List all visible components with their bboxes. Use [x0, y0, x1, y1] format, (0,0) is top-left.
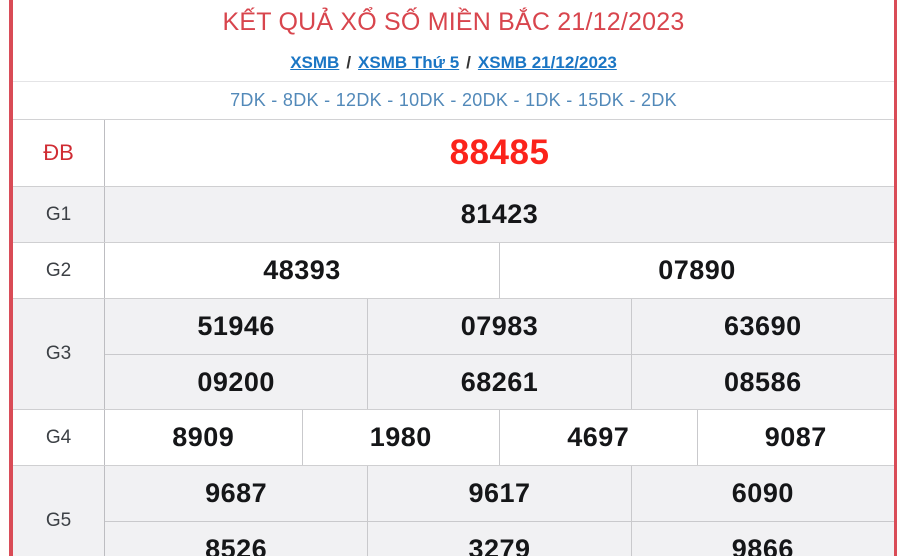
prize-subrow: 09200 68261 08586 [105, 354, 894, 409]
prize-number: 48393 [263, 255, 341, 285]
breadcrumb-separator: / [466, 52, 471, 72]
prize-label-g5: G5 [13, 466, 105, 556]
prize-values-g5: 9687 9617 6090 8526 3279 9866 [105, 466, 894, 556]
prize-subrow: 51946 07983 63690 [105, 299, 894, 354]
prize-subrow: 48393 07890 [105, 243, 894, 298]
prize-number: 07890 [499, 243, 894, 298]
prize-values-g1: 81423 [105, 187, 894, 242]
prize-label-g2: G2 [13, 243, 105, 298]
prize-row-db: ĐB 88485 [13, 120, 894, 187]
prize-label-db: ĐB [13, 120, 105, 186]
prize-label-g1: G1 [13, 187, 105, 242]
prize-number: 9617 [367, 466, 630, 521]
prize-number: 6090 [630, 466, 894, 521]
prize-number: 9687 [205, 478, 268, 508]
page-title: KẾT QUẢ XỔ SỐ MIỀN BẮC 21/12/2023 [222, 7, 685, 36]
prize-row-g3: G3 51946 07983 63690 09200 68261 08586 [13, 299, 894, 410]
prize-number: 81423 [460, 199, 539, 229]
prize-subrow: 88485 [105, 120, 894, 186]
prize-values-g2: 48393 07890 [105, 243, 894, 298]
breadcrumb-link-xsmb-date[interactable]: XSMB 21/12/2023 [477, 52, 617, 72]
prize-label-g3: G3 [13, 299, 105, 409]
prize-row-g2: G2 48393 07890 [13, 243, 894, 299]
prize-number: 08586 [630, 355, 894, 409]
prize-subrow: 8526 3279 9866 [105, 521, 894, 556]
prize-number: 9087 [696, 410, 895, 465]
breadcrumb-link-xsmb[interactable]: XSMB [290, 52, 340, 72]
prize-number: 1980 [301, 410, 500, 465]
prize-number: 4697 [499, 410, 697, 465]
prize-label-g4: G4 [13, 410, 105, 465]
prize-number: 88485 [449, 133, 550, 172]
prize-values-g3: 51946 07983 63690 09200 68261 08586 [105, 299, 894, 409]
prize-number: 3279 [367, 522, 630, 556]
prize-number: 51946 [197, 311, 275, 341]
breadcrumb-link-xsmb-thu5[interactable]: XSMB Thứ 5 [358, 52, 460, 72]
content-area: KẾT QUẢ XỔ SỐ MIỀN BẮC 21/12/2023 XSMB /… [13, 0, 894, 556]
prize-number: 9866 [630, 522, 894, 556]
prize-row-g5: G5 9687 9617 6090 8526 3279 9866 [13, 466, 894, 556]
prize-number: 8526 [205, 533, 268, 556]
prize-values-db: 88485 [105, 120, 894, 186]
loto-summary-line: 7DK - 8DK - 12DK - 10DK - 20DK - 1DK - 1… [13, 81, 894, 120]
prize-values-g4: 8909 1980 4697 9087 [105, 410, 894, 465]
prize-row-g1: G1 81423 [13, 187, 894, 243]
breadcrumb: XSMB / XSMB Thứ 5 / XSMB 21/12/2023 [13, 44, 894, 81]
prize-subrow: 81423 [105, 187, 894, 242]
prize-subrow: 8909 1980 4697 9087 [105, 410, 894, 465]
prize-number: 8909 [172, 422, 235, 452]
prize-number: 07983 [367, 299, 630, 354]
results-table: ĐB 88485 G1 81423 G2 48393 07890 G3 51946 07983 63… [13, 120, 894, 556]
prize-subrow: 9687 9617 6090 [105, 466, 894, 521]
prize-number: 09200 [197, 366, 275, 397]
prize-row-g4: G4 8909 1980 4697 9087 [13, 410, 894, 466]
prize-number: 68261 [367, 355, 630, 409]
breadcrumb-separator: / [346, 52, 352, 72]
prize-number: 63690 [630, 299, 894, 354]
